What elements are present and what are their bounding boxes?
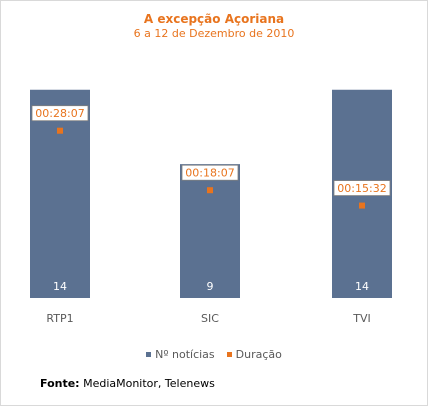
duration-point-rtp1 [57, 127, 63, 134]
bar-sic [180, 164, 240, 298]
x-tick-sic: SIC [201, 312, 219, 325]
bar-rtp1 [30, 89, 90, 298]
legend-item-news-count: Nº notícias [146, 348, 215, 361]
duration-label-box-rtp1 [31, 105, 89, 122]
source-note: Fonte: MediaMonitor, Telenews [40, 377, 215, 390]
chart-subtitle: 6 a 12 de Dezembro de 2010 [133, 27, 295, 40]
duration-label-box-sic [181, 164, 239, 181]
x-tick-rtp1: RTP1 [46, 312, 73, 325]
duration-point-tvi [359, 202, 365, 209]
legend-swatch-duration [226, 352, 232, 357]
chart-title: A excepção Açoriana [143, 12, 285, 26]
legend-label-duration: Duração [235, 348, 282, 361]
legend-swatch-news-count [146, 352, 152, 357]
duration-label-box-tvi [333, 180, 391, 196]
duration-point-sic [207, 187, 213, 194]
bar-value-rtp1: 14 [53, 280, 67, 293]
source-label: Fonte: [40, 377, 80, 390]
source-text: MediaMonitor, Telenews [79, 377, 215, 390]
bar-value-tvi: 14 [355, 280, 369, 293]
bar-value-sic: 9 [207, 280, 214, 293]
duration-label-tvi: 00:15:32 [337, 182, 386, 195]
duration-label-sic: 00:18:07 [185, 167, 234, 180]
legend-label-news-count: Nº notícias [155, 348, 215, 361]
x-tick-tvi: TVI [352, 312, 371, 325]
duration-label-rtp1: 00:28:07 [35, 107, 84, 120]
legend: Nº notícias Duração [0, 348, 428, 361]
legend-item-duration: Duração [226, 348, 282, 361]
